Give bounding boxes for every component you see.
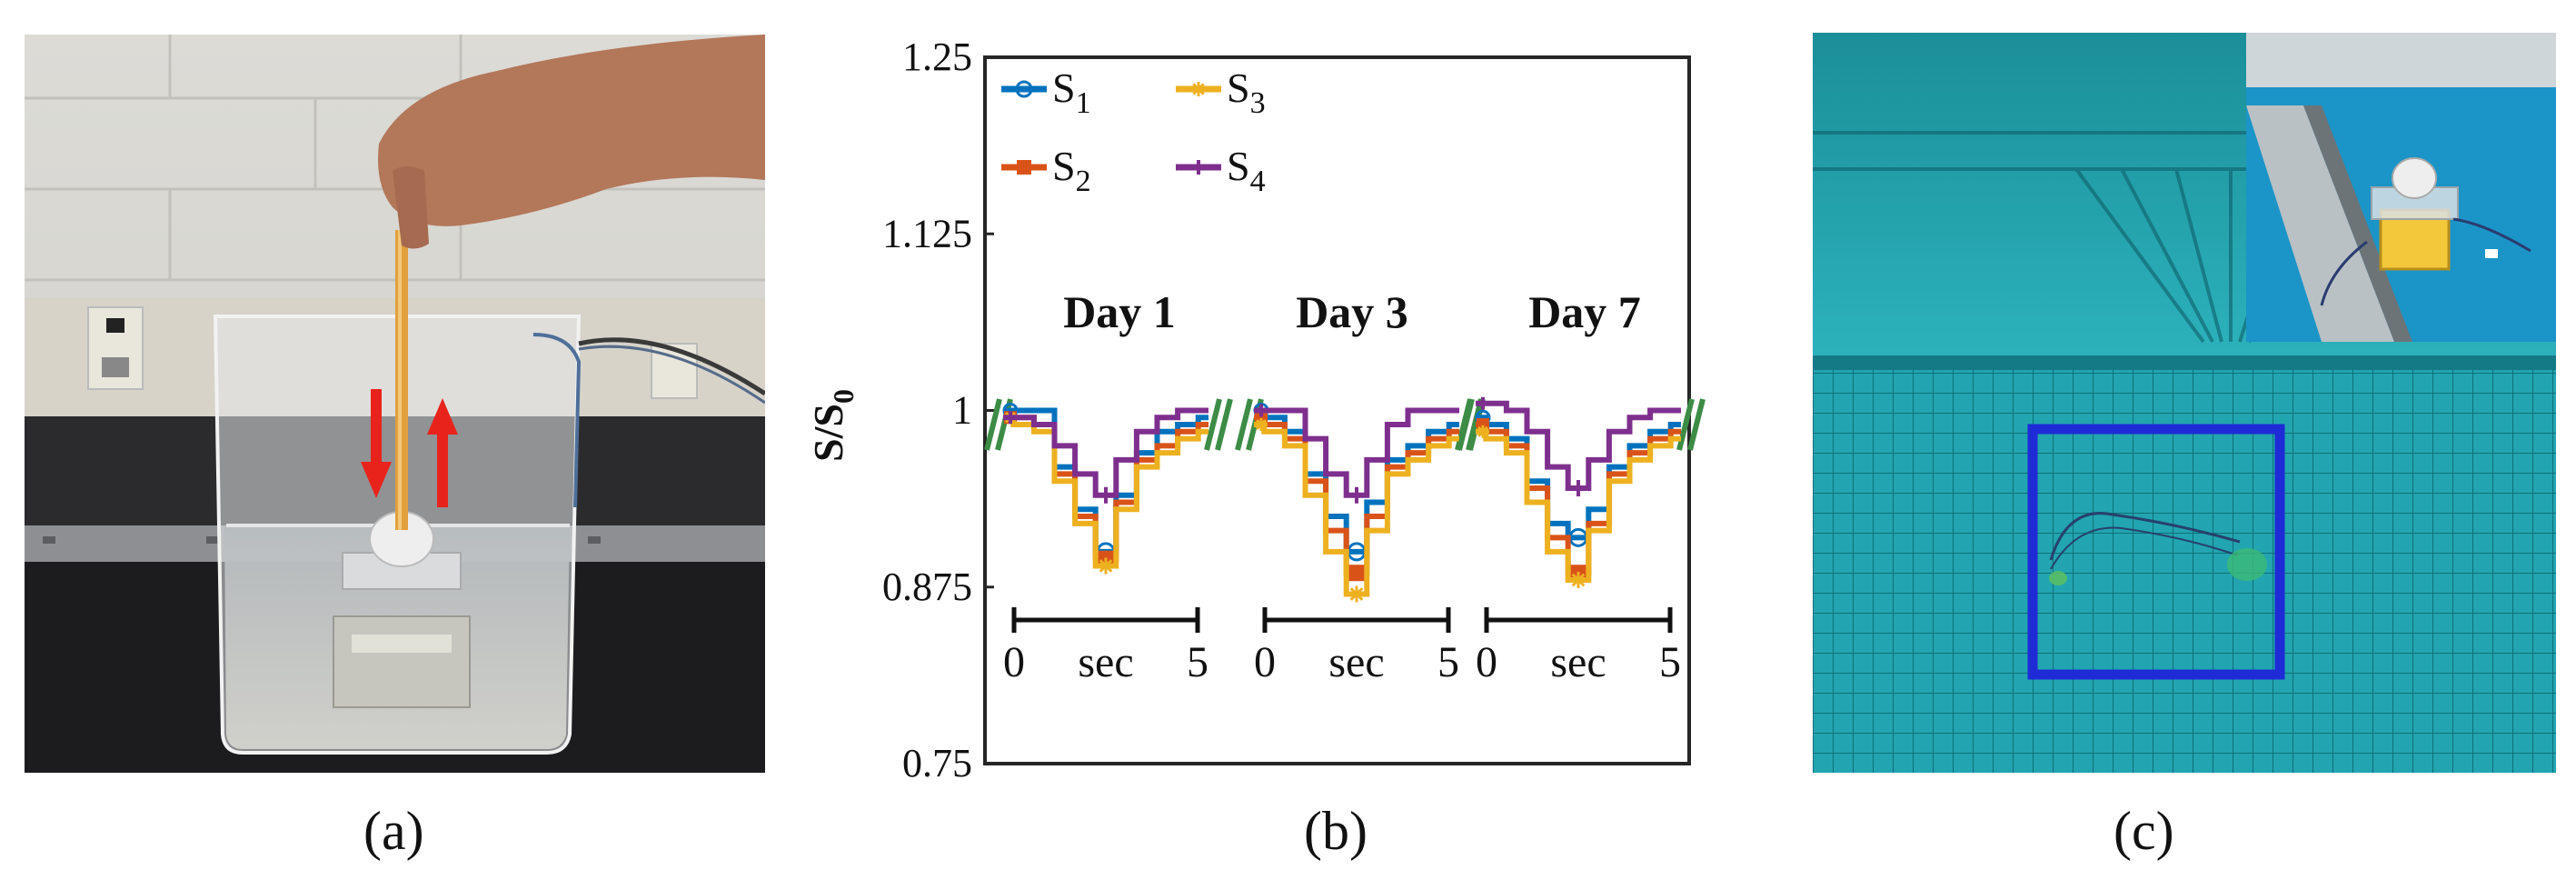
time-start-label: 0 <box>1476 638 1497 686</box>
day-title: Day 1 <box>1063 286 1176 337</box>
legend-item: S4 <box>1176 143 1266 198</box>
data-point <box>1570 479 1586 496</box>
data-point <box>1255 404 1268 417</box>
time-scale-bar <box>1262 607 1451 633</box>
legend-item: S2 <box>1001 143 1091 198</box>
data-point <box>1570 571 1586 588</box>
panel-label-c: (c) <box>2114 801 2174 861</box>
y-tick-label: 1.125 <box>882 211 972 255</box>
day-title: Day 3 <box>1296 286 1408 337</box>
marker <box>1255 418 1268 432</box>
y-tick-label: 1.25 <box>902 35 972 79</box>
day-title: Day 7 <box>1528 286 1641 337</box>
y-tick-label: 0.75 <box>902 741 972 782</box>
legend-label: S3 <box>1227 65 1266 120</box>
marker <box>1348 486 1365 504</box>
y-axis-label-sub: 0 <box>827 389 860 404</box>
legend-label: S1 <box>1052 65 1091 120</box>
marker <box>1477 396 1489 410</box>
legend-label: S4 <box>1227 143 1266 198</box>
data-point <box>1255 418 1268 432</box>
axis-break-marker <box>1676 398 1706 451</box>
axis-break-marker <box>984 398 1013 451</box>
day-group: Day 7 0 sec 5 <box>1457 286 1706 686</box>
panel-label-b: (b) <box>1304 801 1368 861</box>
photo-tank-panel <box>25 35 765 773</box>
data-point <box>1348 486 1365 504</box>
data-point <box>1477 425 1489 438</box>
marker <box>1015 80 1033 98</box>
time-end-label: 5 <box>1187 638 1208 686</box>
marker <box>1570 571 1586 588</box>
time-start-label: 0 <box>1003 638 1025 686</box>
data-point <box>1098 486 1114 504</box>
marker <box>1098 486 1114 504</box>
marker <box>1255 404 1268 417</box>
marker <box>1098 557 1114 575</box>
highlight-box <box>2027 424 2285 680</box>
y-tick-label: 0.875 <box>882 565 972 609</box>
panel-label-a: (a) <box>363 801 424 861</box>
legend-item: S3 <box>1176 65 1266 120</box>
marker <box>1191 160 1206 175</box>
time-end-label: 5 <box>1659 638 1681 686</box>
marker <box>1004 411 1017 425</box>
time-scale-bar <box>1484 607 1673 633</box>
time-unit-label: sec <box>1328 638 1384 686</box>
day-group: Day 1 0 sec 5 <box>984 286 1233 686</box>
data-point <box>1477 396 1489 410</box>
time-unit-label: sec <box>1550 638 1606 686</box>
marker <box>1570 479 1586 496</box>
time-start-label: 0 <box>1254 638 1276 686</box>
data-point <box>1098 557 1114 575</box>
data-point <box>1348 585 1365 603</box>
day-group: Day 3 0 sec 5 <box>1235 286 1484 686</box>
marker <box>1348 565 1365 582</box>
axis-break-marker <box>1204 398 1233 451</box>
y-axis-label-main: S/S <box>805 404 851 462</box>
legend-item: S1 <box>1001 65 1091 120</box>
marker <box>1348 585 1365 603</box>
marker <box>1191 82 1206 96</box>
legend: S1 S3 S2 S4 <box>1001 65 1266 198</box>
photo-pool-panel <box>1813 33 2556 773</box>
data-point <box>1348 565 1365 582</box>
time-end-label: 5 <box>1437 638 1459 686</box>
marker <box>1017 160 1031 175</box>
y-tick-label: 1 <box>952 388 972 433</box>
y-axis-label: S/S0 <box>805 389 860 462</box>
legend-label: S2 <box>1052 143 1091 198</box>
time-scale-bar <box>1011 607 1200 633</box>
time-unit-label: sec <box>1078 638 1133 686</box>
marker <box>1477 425 1489 438</box>
data-point <box>1004 411 1017 425</box>
series-line-s3 <box>1476 428 1681 583</box>
